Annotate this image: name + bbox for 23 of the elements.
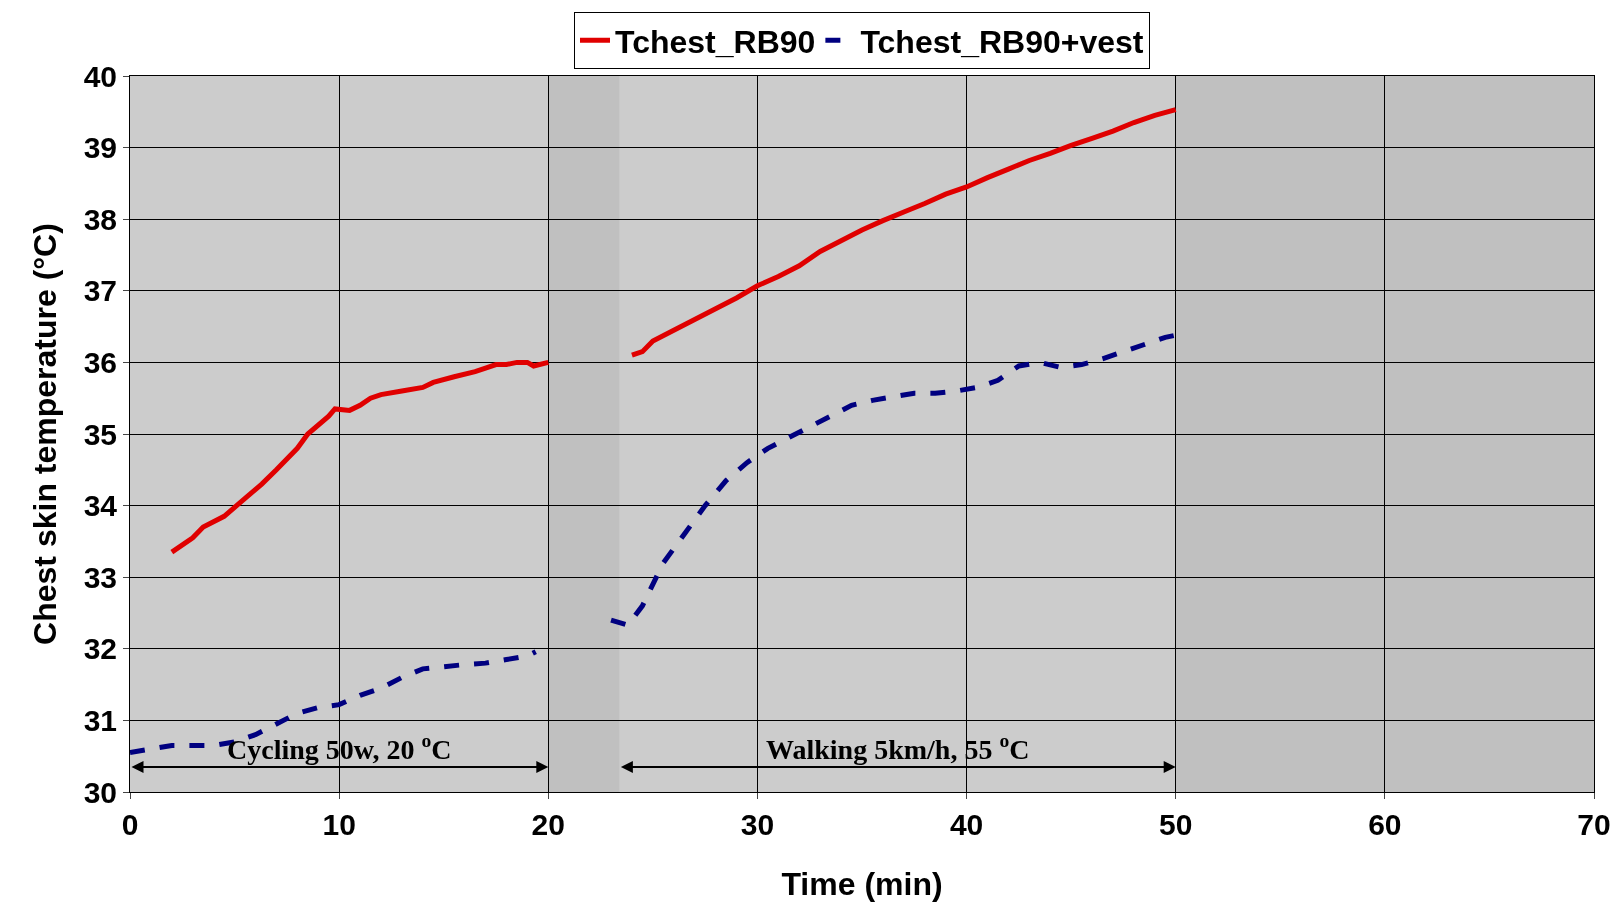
y-tick-label: 30 [83,775,117,809]
x-tick-label: 10 [322,808,356,841]
y-tick-label: 35 [83,417,117,451]
y-tick-label: 32 [83,632,117,666]
x-tick-label: 70 [1577,808,1611,841]
legend-label: Tchest_RB90+vest [860,23,1144,60]
y-tick-label: 38 [83,202,117,236]
y-axis-title: Chest skin temperature (°C) [27,223,63,645]
x-tick-label: 40 [949,808,984,841]
x-tick-label: 20 [531,808,565,841]
y-tick-label: 39 [83,131,117,165]
x-axis-title: Time (min) [781,866,943,902]
y-tick-label: 40 [83,59,117,93]
x-tick-label: 50 [1159,808,1193,841]
y-tick-label: 34 [83,489,118,523]
x-tick-label: 60 [1368,808,1402,841]
x-tick-label: 0 [121,808,139,841]
y-tick-label: 31 [83,703,117,737]
legend-label: Tchest_RB90 [615,23,816,60]
y-tick-label: 33 [83,560,117,594]
y-tick-label: 37 [83,274,117,308]
x-tick-label: 30 [740,808,775,841]
y-tick-label: 36 [83,345,117,379]
